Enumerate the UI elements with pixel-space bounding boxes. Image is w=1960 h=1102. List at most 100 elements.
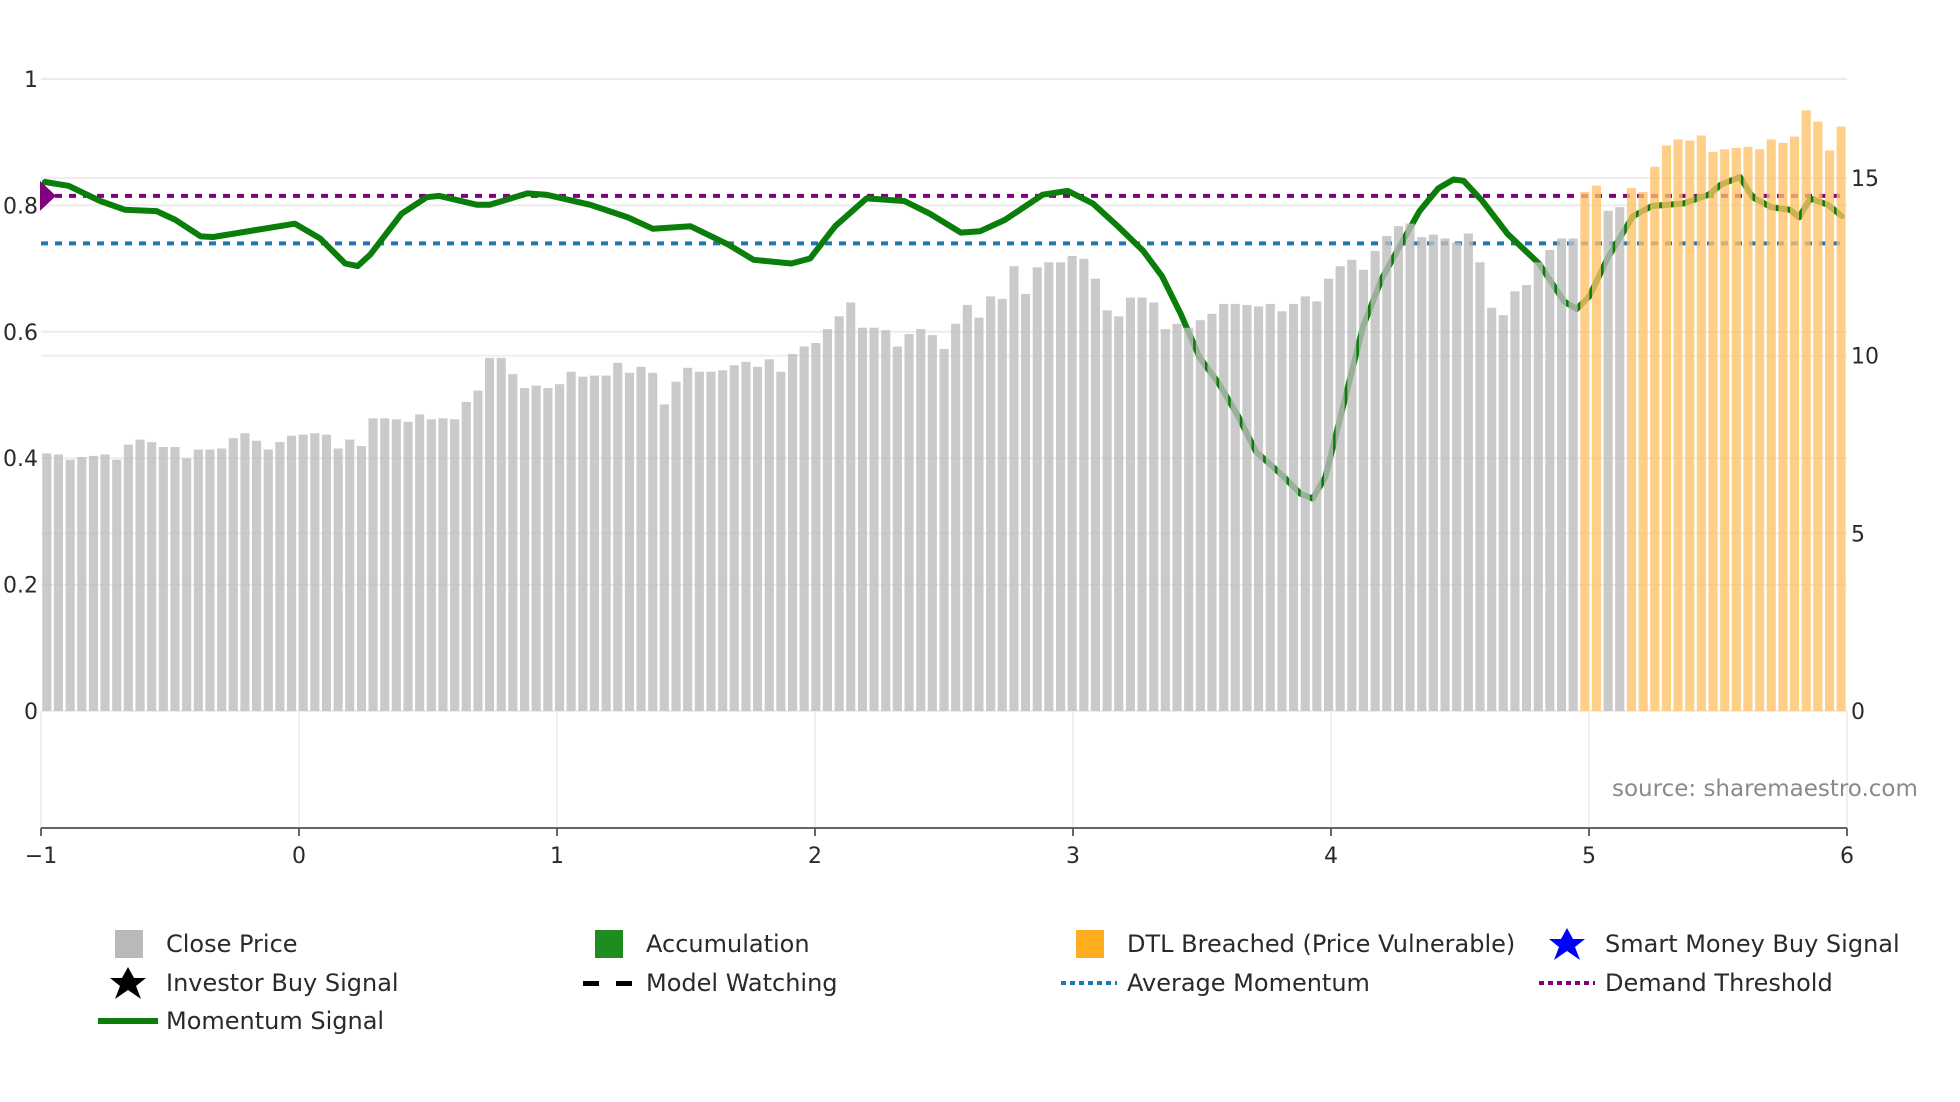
x-tick-label: 2	[808, 844, 822, 869]
dtl-breached-bar	[1755, 149, 1765, 712]
close-price-bar	[764, 359, 774, 711]
close-price-bar	[1219, 303, 1229, 711]
close-price-bar	[613, 362, 623, 711]
close-price-bar	[310, 433, 320, 711]
close-price-bar	[1522, 285, 1532, 711]
close-price-bar	[217, 448, 227, 711]
close-price-bar	[1067, 255, 1077, 711]
close-price-bar	[1568, 238, 1578, 711]
close-price-bar	[822, 329, 832, 711]
close-price-bar	[624, 372, 634, 711]
close-price-bar	[927, 335, 937, 711]
close-price-bar	[1417, 237, 1427, 711]
y-right-tick-label: 5	[1851, 522, 1865, 547]
close-price-bar	[1533, 262, 1543, 711]
dtl-breached-bar	[1591, 185, 1601, 712]
close-price-bar	[1510, 291, 1520, 711]
close-price-bar	[182, 458, 192, 711]
close-price-bar	[1160, 329, 1170, 711]
close-price-bar	[916, 329, 926, 711]
close-price-bar	[42, 453, 52, 711]
close-price-bar	[939, 349, 949, 711]
dtl-breached-bar	[1778, 142, 1788, 711]
close-price-bar	[1475, 262, 1485, 711]
close-price-bar	[380, 418, 390, 711]
close-price-bar	[648, 372, 658, 711]
close-price-bar	[415, 414, 425, 711]
dtl-breached-bar	[1673, 139, 1683, 711]
close-price-bar	[1114, 316, 1124, 711]
close-price-bar	[892, 346, 902, 711]
close-price-bar	[683, 367, 693, 711]
close-price-bar	[333, 448, 343, 711]
y-left-tick-label: 0	[24, 700, 38, 725]
close-price-bars	[42, 110, 1846, 712]
close-price-bar	[461, 401, 471, 711]
close-price-bar	[694, 371, 704, 711]
close-price-bar	[1358, 269, 1368, 711]
close-price-bar	[1009, 266, 1019, 711]
dtl-breached-bar	[1766, 139, 1776, 711]
close-price-bar	[147, 442, 157, 711]
dtl-breached-bar	[1801, 110, 1811, 712]
dtl-breached-bar	[1661, 145, 1671, 711]
close-price-bar	[1254, 306, 1264, 711]
close-price-bar	[1557, 238, 1567, 711]
close-price-bar	[1242, 304, 1252, 711]
y-left-tick-label: 1	[24, 68, 38, 93]
dtl-breached-bar	[1626, 188, 1636, 712]
close-price-bar	[659, 404, 669, 711]
close-price-bar	[951, 323, 961, 711]
close-price-bar	[1615, 207, 1625, 711]
close-price-bar	[776, 371, 786, 711]
close-price-bar	[1277, 311, 1287, 711]
close-price-bar	[753, 366, 763, 711]
close-price-bar	[1172, 323, 1182, 711]
close-price-bar	[601, 375, 611, 711]
close-price-bar	[403, 421, 413, 711]
close-price-bar	[1393, 226, 1403, 711]
close-price-bar	[485, 357, 495, 711]
close-price-bar	[846, 302, 856, 711]
close-price-bar	[1044, 262, 1054, 711]
close-price-bar	[1102, 310, 1112, 711]
x-tick-label: 1	[550, 844, 564, 869]
close-price-bar	[962, 304, 972, 711]
dtl-breached-bar	[1825, 150, 1835, 711]
close-price-bar	[636, 366, 646, 711]
close-price-bar	[1032, 267, 1042, 711]
close-price-bar	[1265, 303, 1275, 711]
close-price-bar	[834, 316, 844, 711]
close-price-bar	[228, 438, 238, 711]
close-price-bar	[1603, 210, 1613, 712]
close-price-bar	[1428, 234, 1438, 711]
close-price-bar	[986, 296, 996, 711]
close-price-bar	[1335, 266, 1345, 711]
dtl-breached-bar	[1638, 192, 1648, 711]
x-tick-label: 6	[1840, 844, 1854, 869]
close-price-bar	[799, 346, 809, 711]
close-price-bar	[857, 327, 867, 711]
dtl-breached-bar	[1743, 146, 1753, 711]
dtl-breached-bar	[1580, 192, 1590, 711]
close-price-bar	[123, 444, 133, 711]
dtl-breached-bar	[1813, 121, 1823, 712]
close-price-bar	[450, 419, 460, 711]
close-price-bar	[112, 459, 122, 711]
close-price-bar	[193, 449, 203, 711]
y-right-tick-label: 0	[1851, 700, 1865, 725]
close-price-bar	[520, 388, 530, 711]
y-left-tick-label: 0.6	[3, 321, 38, 346]
close-price-bar	[729, 365, 739, 711]
dtl-breached-bar	[1790, 136, 1800, 712]
close-price-bar	[671, 381, 681, 711]
close-price-bar	[1463, 233, 1473, 711]
x-tick-label: 0	[292, 844, 306, 869]
close-price-bar	[566, 371, 576, 711]
dtl-breached-bar	[1650, 166, 1660, 711]
close-price-bar	[706, 371, 716, 711]
close-price-bar	[287, 435, 297, 711]
close-price-bar	[578, 376, 588, 711]
